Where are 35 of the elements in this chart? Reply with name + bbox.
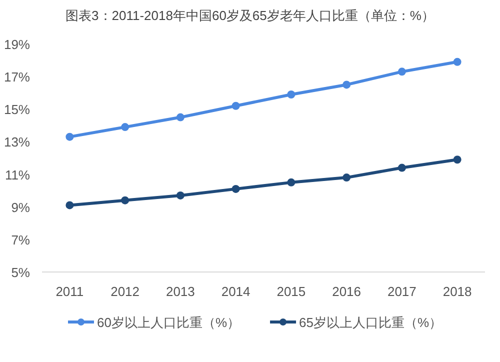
point: [453, 58, 462, 66]
x-tick-label: 2014: [221, 284, 250, 299]
point: [176, 113, 184, 122]
chart-title: 图表3：2011-2018年中国60岁及65岁老年人口比重（单位：%）: [66, 8, 434, 23]
point: [342, 80, 351, 89]
y-tick-label: 13%: [4, 134, 30, 150]
x-tick-label: 2013: [166, 284, 195, 299]
point: [232, 184, 240, 193]
point: [453, 156, 462, 164]
point: [398, 68, 406, 76]
y-tick-label: 7%: [11, 232, 30, 248]
point: [232, 102, 240, 110]
x-tick-label: 2016: [332, 284, 362, 299]
x-tick-label: 2017: [387, 284, 416, 299]
x-tick-label: 2011: [56, 284, 84, 299]
y-tick-label: 5%: [11, 265, 30, 280]
legend-label: 65岁以上人口比重（%）: [299, 315, 442, 330]
point: [66, 201, 74, 210]
point: [66, 132, 74, 141]
point: [287, 178, 296, 186]
legend-label: 60岁以上人口比重（%）: [97, 315, 240, 330]
point: [398, 164, 406, 172]
point: [176, 191, 184, 200]
y-tick-label: 19%: [4, 37, 30, 52]
x-tick-label: 2015: [276, 284, 306, 299]
y-tick-label: 11%: [4, 167, 30, 182]
y-tick-label: 9%: [11, 200, 30, 215]
point: [287, 90, 296, 98]
y-tick-label: 17%: [4, 70, 30, 85]
point: [121, 123, 130, 132]
x-tick-label: 2018: [442, 284, 472, 299]
point: [121, 196, 130, 204]
point: [342, 174, 351, 182]
x-tick-label: 2012: [110, 284, 140, 299]
y-tick-label: 15%: [4, 102, 30, 118]
